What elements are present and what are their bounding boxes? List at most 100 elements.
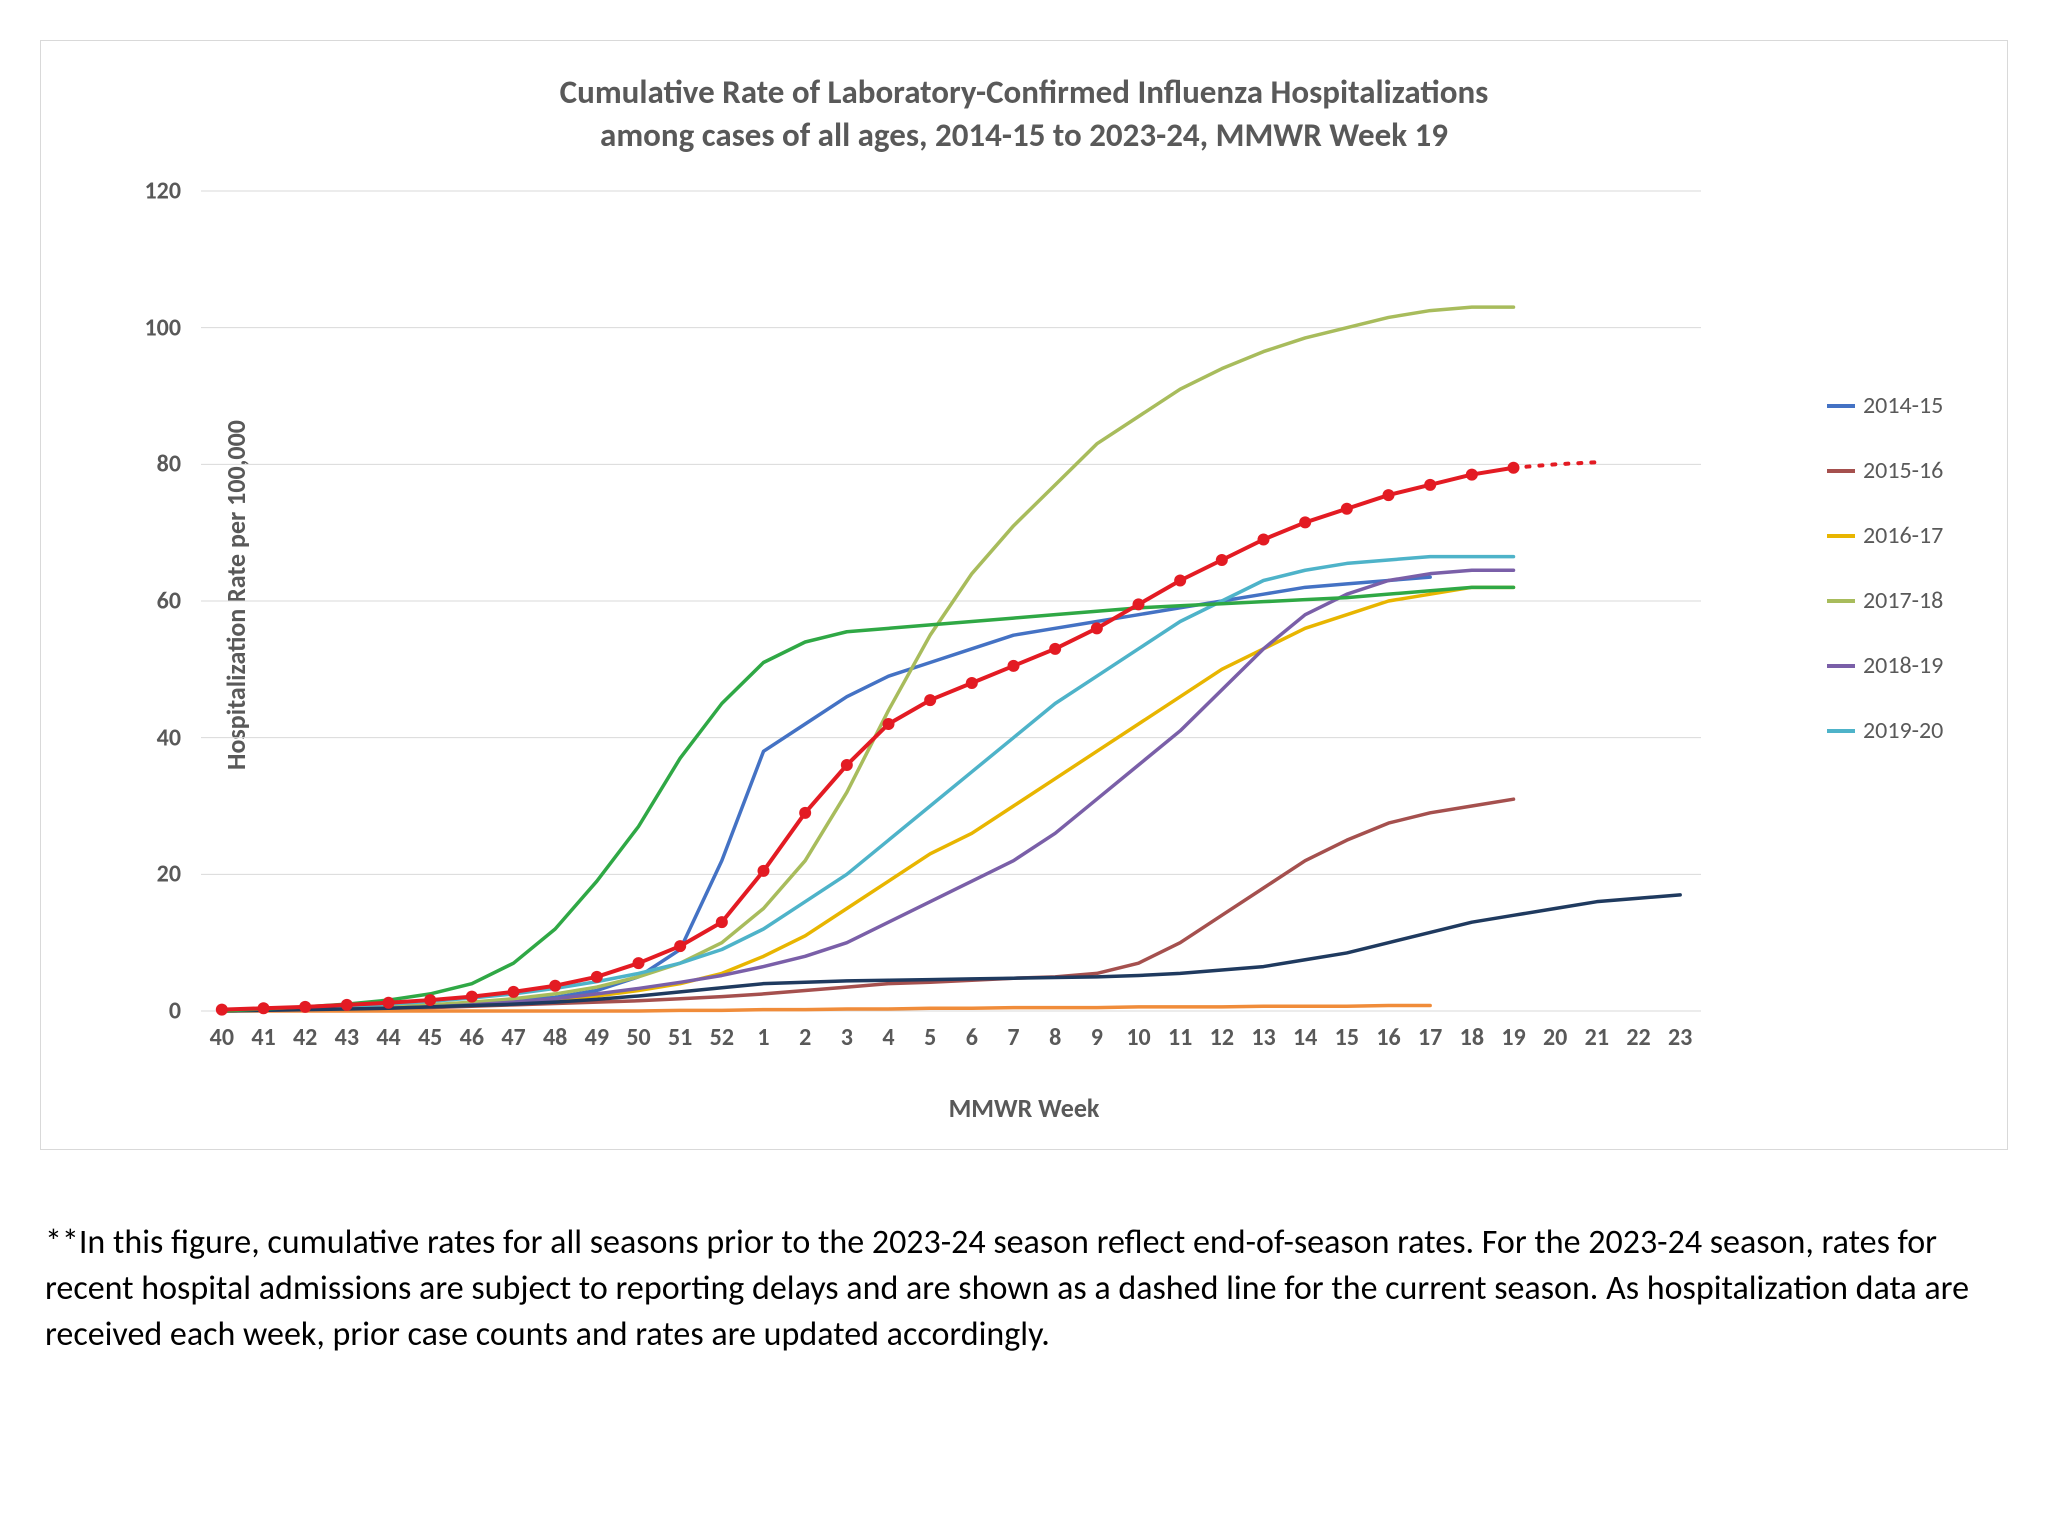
series-marker-2023-24-solid <box>1424 479 1436 491</box>
series-line-2021-22 <box>222 895 1680 1011</box>
series-marker-2023-24-solid <box>424 994 436 1006</box>
series-marker-2023-24-solid <box>299 1001 311 1013</box>
series-marker-2023-24-solid <box>216 1004 228 1016</box>
x-tick-label: 18 <box>1460 1023 1484 1052</box>
y-tick-label: 40 <box>157 723 181 752</box>
x-tick-label: 7 <box>1007 1023 1019 1052</box>
plot-svg <box>201 191 1701 1011</box>
x-tick-label: 21 <box>1585 1023 1609 1052</box>
legend-swatch <box>1827 534 1855 538</box>
x-tick-label: 44 <box>376 1023 400 1052</box>
x-tick-label: 49 <box>585 1023 609 1052</box>
series-marker-2023-24-solid <box>508 986 520 998</box>
x-tick-label: 5 <box>924 1023 936 1052</box>
x-tick-label: 9 <box>1091 1023 1103 1052</box>
series-marker-2023-24-solid <box>1383 489 1395 501</box>
x-tick-label: 11 <box>1168 1023 1192 1052</box>
x-tick-label: 42 <box>293 1023 317 1052</box>
x-tick-label: 22 <box>1626 1023 1650 1052</box>
chart-frame: Cumulative Rate of Laboratory-Confirmed … <box>40 40 2008 1150</box>
series-marker-2023-24-solid <box>716 916 728 928</box>
legend-label: 2015-16 <box>1863 456 1943 485</box>
plot-area: 0204060801001204041424344454647484950515… <box>201 191 1701 1011</box>
series-marker-2023-24-solid <box>383 997 395 1009</box>
series-line-2023-24-dashed <box>1514 462 1597 467</box>
series-marker-2023-24-solid <box>758 865 770 877</box>
legend-swatch <box>1827 469 1855 473</box>
series-marker-2023-24-solid <box>1216 554 1228 566</box>
series-marker-2023-24-solid <box>966 677 978 689</box>
series-line-2017-18 <box>222 307 1514 1011</box>
legend-label: 2014-15 <box>1863 391 1943 420</box>
x-tick-label: 15 <box>1335 1023 1359 1052</box>
series-marker-2023-24-solid <box>1341 503 1353 515</box>
legend-swatch <box>1827 729 1855 733</box>
x-tick-label: 17 <box>1418 1023 1442 1052</box>
x-tick-label: 20 <box>1543 1023 1567 1052</box>
x-tick-label: 14 <box>1293 1023 1317 1052</box>
x-tick-label: 23 <box>1668 1023 1692 1052</box>
legend-swatch <box>1827 664 1855 668</box>
legend-swatch <box>1827 404 1855 408</box>
series-marker-2023-24-solid <box>1258 534 1270 546</box>
series-marker-2023-24-solid <box>799 807 811 819</box>
series-marker-2023-24-solid <box>841 759 853 771</box>
series-line-2016-17 <box>222 587 1514 1011</box>
series-marker-2023-24-solid <box>1091 622 1103 634</box>
x-tick-label: 8 <box>1049 1023 1061 1052</box>
page: Cumulative Rate of Laboratory-Confirmed … <box>0 0 2048 1536</box>
x-axis-title: MMWR Week <box>41 1092 2007 1124</box>
x-tick-label: 19 <box>1501 1023 1525 1052</box>
series-line-2023-24-solid <box>222 468 1514 1010</box>
x-tick-label: 6 <box>966 1023 978 1052</box>
series-marker-2023-24-solid <box>883 718 895 730</box>
chart-title: Cumulative Rate of Laboratory-Confirmed … <box>41 71 2007 157</box>
series-marker-2023-24-solid <box>549 980 561 992</box>
x-tick-label: 4 <box>882 1023 894 1052</box>
x-tick-label: 13 <box>1251 1023 1275 1052</box>
series-marker-2023-24-solid <box>674 940 686 952</box>
legend-item: 2014-15 <box>1827 391 1977 420</box>
series-marker-2023-24-solid <box>591 971 603 983</box>
legend: 2014-15 2015-16 2016-17 2017-18 2018-19 2019-… <box>1827 391 1977 781</box>
x-tick-label: 40 <box>210 1023 234 1052</box>
x-tick-label: 48 <box>543 1023 567 1052</box>
legend-item: 2019-20 <box>1827 716 1977 745</box>
x-tick-label: 43 <box>335 1023 359 1052</box>
legend-label: 2019-20 <box>1863 716 1943 745</box>
legend-item: 2017-18 <box>1827 586 1977 615</box>
series-marker-2023-24-solid <box>1174 575 1186 587</box>
x-tick-label: 16 <box>1376 1023 1400 1052</box>
series-marker-2023-24-solid <box>1133 598 1145 610</box>
y-tick-label: 120 <box>145 177 182 206</box>
series-marker-2023-24-solid <box>466 991 478 1003</box>
legend-item: 2015-16 <box>1827 456 1977 485</box>
x-tick-label: 12 <box>1210 1023 1234 1052</box>
x-tick-label: 51 <box>668 1023 692 1052</box>
y-tick-label: 0 <box>169 997 181 1026</box>
x-tick-label: 52 <box>710 1023 734 1052</box>
legend-label: 2017-18 <box>1863 586 1943 615</box>
y-tick-label: 20 <box>157 860 181 889</box>
series-marker-2023-24-solid <box>1466 469 1478 481</box>
series-marker-2023-24-solid <box>924 694 936 706</box>
series-line-2014-15 <box>222 577 1430 1011</box>
legend-swatch <box>1827 599 1855 603</box>
x-tick-label: 2 <box>799 1023 811 1052</box>
series-marker-2023-24-solid <box>258 1002 270 1014</box>
legend-item: 2018-19 <box>1827 651 1977 680</box>
series-line-2022-23 <box>222 587 1514 1011</box>
legend-label: 2018-19 <box>1863 651 1943 680</box>
series-line-2018-19 <box>222 570 1514 1011</box>
y-tick-label: 80 <box>157 450 181 479</box>
series-marker-2023-24-solid <box>633 957 645 969</box>
series-marker-2023-24-solid <box>1049 643 1061 655</box>
legend-label: 2016-17 <box>1863 521 1943 550</box>
legend-item: 2016-17 <box>1827 521 1977 550</box>
series-marker-2023-24-solid <box>341 999 353 1011</box>
y-tick-label: 60 <box>157 587 181 616</box>
x-tick-label: 3 <box>841 1023 853 1052</box>
x-tick-label: 10 <box>1126 1023 1150 1052</box>
series-marker-2023-24-solid <box>1008 660 1020 672</box>
x-tick-label: 50 <box>626 1023 650 1052</box>
